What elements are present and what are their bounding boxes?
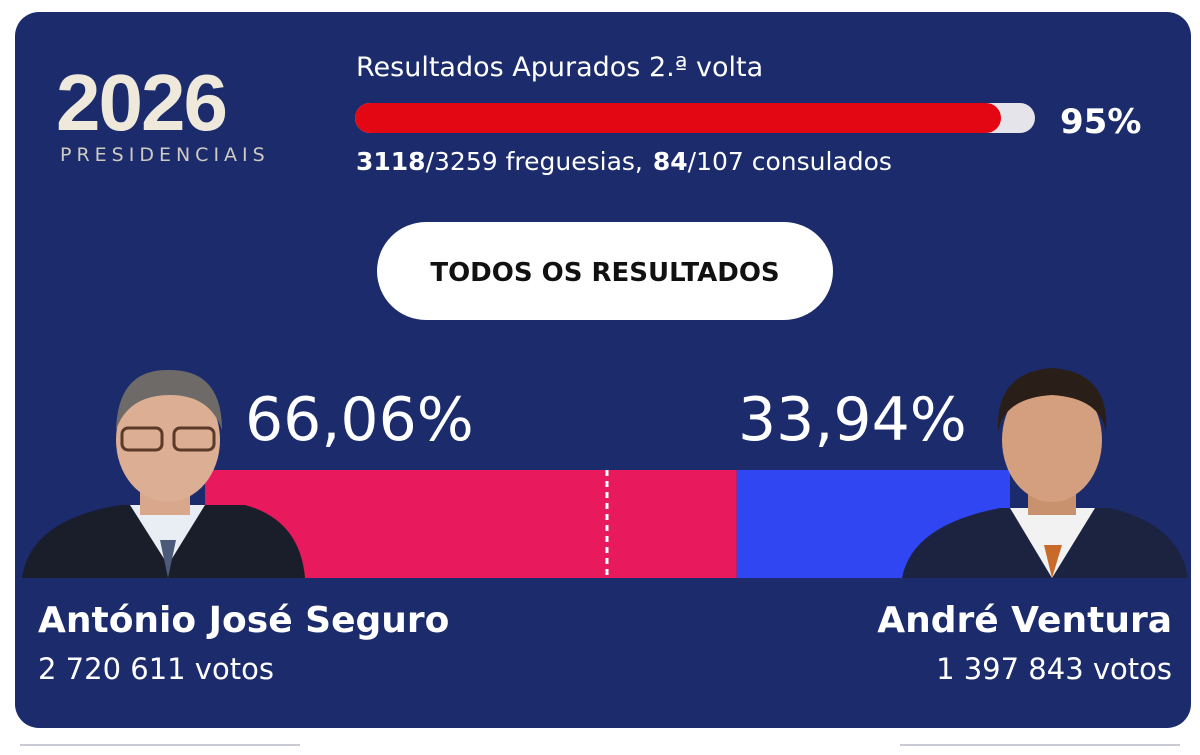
count: /3259 freguesias,: [426, 147, 643, 176]
logo-subtitle: PRESIDENCIAIS: [60, 144, 270, 166]
progress-percent: 95%: [1060, 102, 1141, 142]
count: 3118: [356, 147, 426, 176]
candidate-percent: 33,94%: [738, 385, 967, 455]
candidate-photo: [902, 368, 1188, 578]
button-label[interactable]: TODOS OS RESULTADOS: [430, 258, 779, 288]
candidate-votes: 2 720 611 votos: [38, 652, 274, 686]
candidate-name: André Ventura: [877, 600, 1172, 641]
count: /107 consulados: [688, 147, 892, 176]
progress-counts: 3118/3259 freguesias, 84/107 consulados: [356, 147, 892, 176]
all-results-button[interactable]: TODOS OS RESULTADOS: [377, 222, 833, 320]
progress-fill: [355, 103, 1001, 133]
progress-title: Resultados Apurados 2.ª volta: [356, 52, 763, 83]
logo-year: 2026: [56, 58, 226, 147]
count: 84: [653, 147, 688, 176]
candidate-photo: [22, 369, 305, 578]
candidate-votes: 1 397 843 votos: [936, 652, 1172, 686]
candidate-name: António José Seguro: [38, 600, 449, 641]
candidate-percent: 66,06%: [245, 385, 474, 455]
button-bg[interactable]: [377, 222, 833, 320]
